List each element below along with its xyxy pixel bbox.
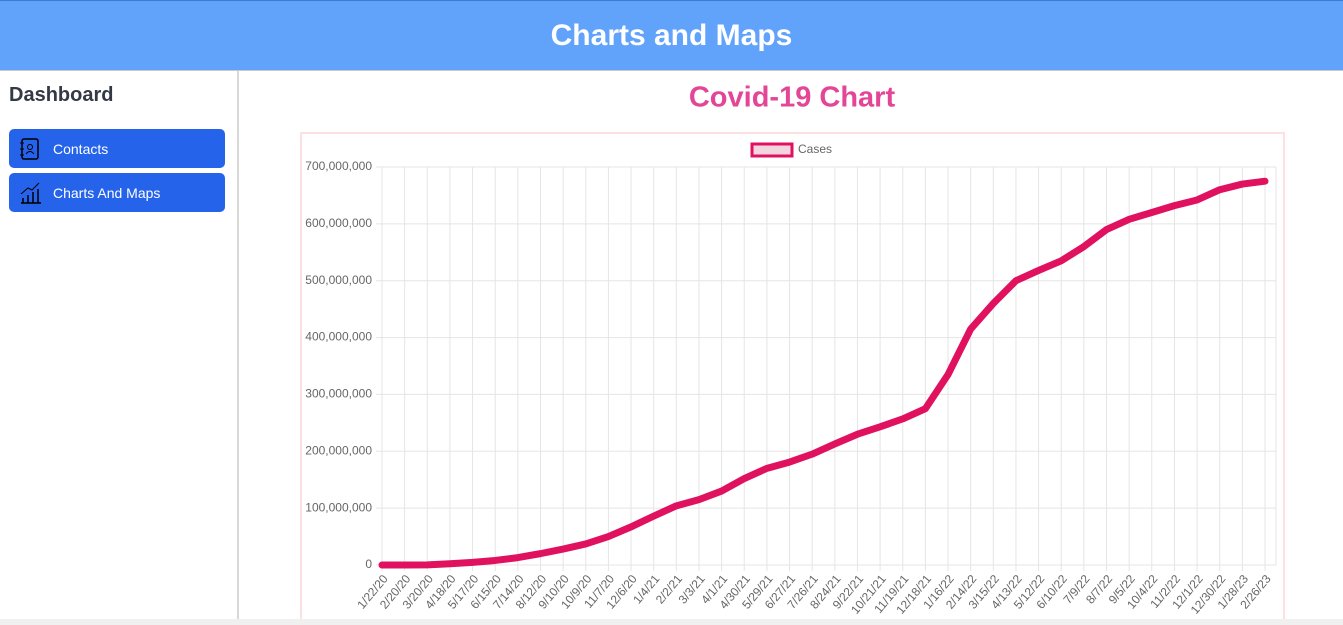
scrollbar [0,619,1343,625]
chart-frame [300,132,1285,625]
legend-label: Cases [798,142,832,156]
x-tick-label: 1/22/20 [354,572,391,612]
x-tick-label: 8/24/21 [807,572,844,612]
nav-label: Contacts [53,141,109,157]
x-tick-label: 9/22/21 [830,572,867,612]
x-tick-label: 12/1/22 [1169,572,1206,612]
y-tick-label: 300,000,000 [305,387,372,401]
data-line [378,177,1269,569]
nav-label: Charts And Maps [53,185,161,201]
y-tick-label: 600,000,000 [305,216,372,230]
x-tick-label: 8/12/20 [513,572,550,612]
x-tick-label: 3/15/22 [966,572,1003,612]
x-tick-label: 5/29/21 [739,572,776,612]
x-tick-label: 10/21/21 [848,572,889,617]
x-tick-label: 12/30/22 [1188,572,1229,617]
y-tick-label: 700,000,000 [305,159,372,173]
x-tick-label: 6/10/22 [1033,572,1070,612]
x-tick-label: 12/18/21 [893,572,934,617]
contacts-icon [20,138,39,160]
y-tick-label: 100,000,000 [305,500,372,514]
x-tick-label: 10/4/22 [1124,572,1161,612]
x-tick-label: 12/6/20 [603,572,640,612]
x-tick-label: 7/9/22 [1060,572,1092,607]
x-tick-label: 11/2/22 [1147,572,1183,611]
x-tick-label: 2/14/22 [943,572,980,612]
x-tick-label: 7/14/20 [490,572,527,612]
x-tick-label: 5/17/20 [445,572,482,612]
sidebar-title: Dashboard [9,84,114,106]
x-tick-label: 4/30/21 [717,572,754,612]
chart-title: Covid-19 Chart [689,82,896,114]
x-tick-label: 1/16/22 [920,572,957,612]
x-tick-label: 9/10/20 [535,572,572,612]
nav-contacts[interactable]: Contacts [9,129,225,168]
x-tick-label: 11/19/21 [871,572,911,616]
x-tick-label: 6/27/21 [762,572,799,612]
x-tick-label: 9/5/22 [1106,572,1138,607]
x-tick-label: 2/20/20 [377,572,414,612]
x-tick-label: 3/20/20 [400,572,437,612]
y-tick-label: 0 [365,557,372,571]
x-tick-label: 1/4/21 [630,572,662,607]
y-tick-label: 200,000,000 [305,443,372,457]
x-tick-label: 7/26/21 [784,572,821,612]
x-tick-label: 11/7/20 [581,572,617,611]
nav-charts[interactable]: Charts And Maps [9,173,225,212]
x-tick-label: 4/1/21 [698,572,730,607]
charts-icon [20,182,41,204]
x-tick-label: 10/9/20 [558,572,595,612]
y-tick-label: 400,000,000 [305,330,372,344]
header: Charts and Maps [0,0,1343,71]
x-tick-label: 5/12/22 [1011,572,1048,612]
x-tick-label: 3/3/21 [676,572,708,607]
x-tick-label: 1/28/23 [1215,572,1252,612]
x-tick-label: 2/2/21 [653,572,685,607]
legend-swatch [750,142,794,158]
x-tick-label: 8/7/22 [1083,572,1115,607]
x-tick-label: 2/26/23 [1237,572,1274,612]
sidebar: Dashboard Contacts Charts And Maps [0,71,239,625]
x-tick-label: 4/13/22 [988,572,1025,612]
x-tick-label: 6/15/20 [467,572,504,612]
x-tick-label: 4/18/20 [422,572,459,612]
y-tick-label: 500,000,000 [305,273,372,287]
